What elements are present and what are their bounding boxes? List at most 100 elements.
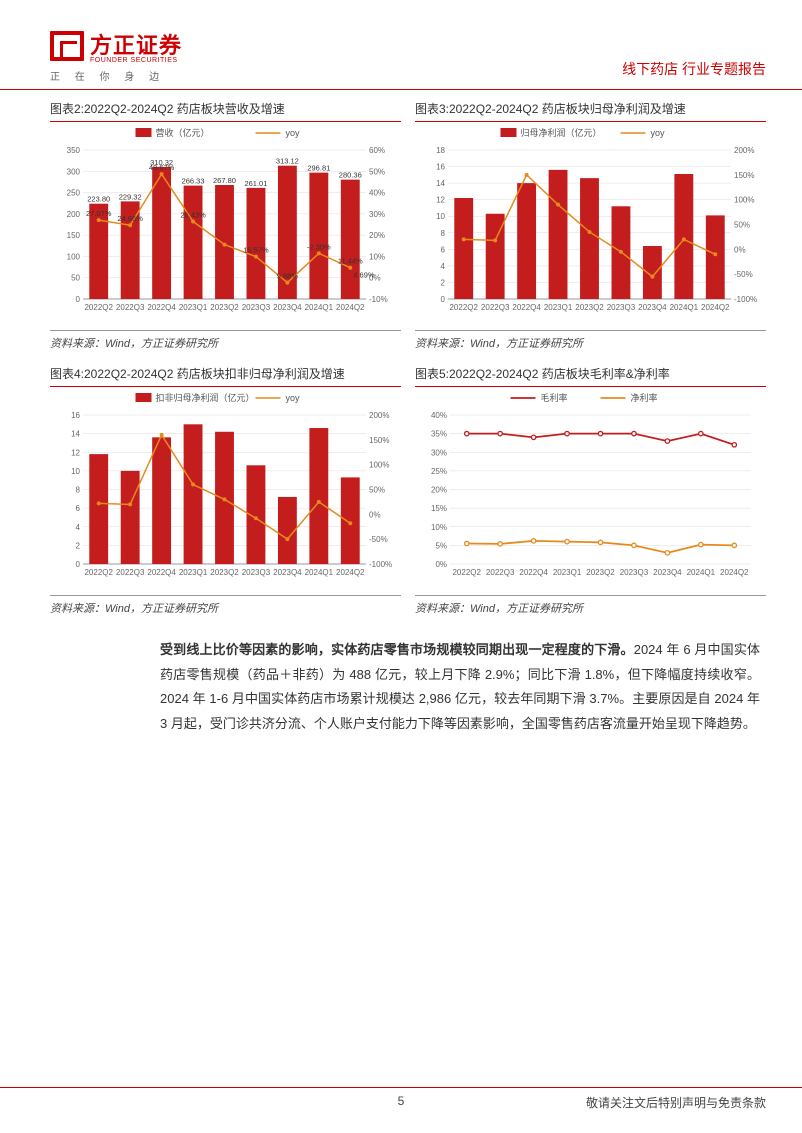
svg-text:16: 16 [436,163,445,172]
svg-text:-100%: -100% [369,560,392,569]
logo-top: 方正证券 FOUNDER SECURITIES [50,28,182,64]
svg-text:2024Q1: 2024Q1 [687,568,716,577]
page-number: 5 [398,1094,405,1108]
chart-2-title: 图表2:2022Q2-2024Q2 药店板块营收及增速 [50,98,401,122]
svg-text:0: 0 [76,295,81,304]
page-footer: 5 敬请关注文后特别声明与免责条款 [0,1087,802,1111]
svg-text:10%: 10% [431,523,447,532]
svg-text:0%: 0% [734,245,746,254]
svg-text:2022Q4: 2022Q4 [512,303,541,312]
svg-text:40%: 40% [431,411,447,420]
svg-text:229.32: 229.32 [119,192,142,201]
svg-text:2023Q2: 2023Q2 [210,303,239,312]
svg-text:2023Q2: 2023Q2 [210,568,239,577]
svg-text:15.57%: 15.57% [243,246,269,255]
svg-text:4.69%: 4.69% [353,271,375,280]
svg-text:14: 14 [436,179,445,188]
svg-text:2022Q4: 2022Q4 [147,568,176,577]
svg-text:-100%: -100% [734,295,757,304]
svg-text:2022Q4: 2022Q4 [519,568,548,577]
svg-text:50%: 50% [734,221,750,230]
svg-text:2022Q2: 2022Q2 [452,568,481,577]
svg-text:20%: 20% [369,231,385,240]
svg-text:0%: 0% [369,510,381,519]
svg-text:350: 350 [67,146,81,155]
svg-text:-50%: -50% [734,270,753,279]
svg-text:归母净利润（亿元）: 归母净利润（亿元） [521,127,602,138]
svg-text:2024Q2: 2024Q2 [336,303,365,312]
svg-text:30%: 30% [431,448,447,457]
svg-text:30%: 30% [369,210,385,219]
svg-text:40%: 40% [369,189,385,198]
svg-text:18: 18 [436,146,445,155]
chart-4: 图表4:2022Q2-2024Q2 药店板块扣非归母净利润及增速 扣非归母净利润… [50,363,401,618]
svg-text:2023Q4: 2023Q4 [273,568,302,577]
svg-text:2023Q3: 2023Q3 [620,568,649,577]
svg-text:2022Q2: 2022Q2 [84,568,113,577]
svg-text:300: 300 [67,167,81,176]
svg-text:2023Q1: 2023Q1 [544,303,573,312]
svg-text:296.81: 296.81 [307,164,330,173]
svg-text:313.12: 313.12 [276,157,299,166]
chart-4-svg: 扣非归母净利润（亿元）yoy0246810121416-100%-50%0%50… [50,387,401,592]
svg-text:2023Q1: 2023Q1 [179,303,208,312]
svg-text:27.07%: 27.07% [86,209,112,218]
svg-text:净利率: 净利率 [631,392,658,403]
svg-text:2: 2 [76,541,81,550]
svg-text:26.43%: 26.43% [180,210,206,219]
svg-text:2024Q2: 2024Q2 [336,568,365,577]
chart-3: 图表3:2022Q2-2024Q2 药店板块归母净利润及增速 归母净利润（亿元）… [415,98,766,353]
svg-text:营收（亿元）: 营收（亿元） [156,127,210,138]
svg-text:0: 0 [441,295,446,304]
svg-text:20%: 20% [431,486,447,495]
svg-text:2024Q1: 2024Q1 [670,303,699,312]
svg-text:yoy: yoy [286,128,301,138]
chart-3-source: 资料来源：Wind，方正证券研究所 [415,330,766,353]
svg-text:223.80: 223.80 [87,195,110,204]
svg-text:2022Q2: 2022Q2 [84,303,113,312]
svg-text:12: 12 [71,448,80,457]
svg-text:60%: 60% [369,146,385,155]
svg-text:250: 250 [67,189,81,198]
chart-5: 图表5:2022Q2-2024Q2 药店板块毛利率&净利率 毛利率净利率0%5%… [415,363,766,618]
svg-text:2024Q1: 2024Q1 [305,303,334,312]
svg-text:2023Q4: 2023Q4 [273,303,302,312]
svg-text:12: 12 [436,196,445,205]
svg-text:2023Q4: 2023Q4 [653,568,682,577]
svg-text:25%: 25% [431,467,447,476]
svg-text:261.01: 261.01 [244,179,267,188]
logo-block: 方正证券 FOUNDER SECURITIES 正 在 你 身 边 [50,28,182,83]
chart-4-title: 图表4:2022Q2-2024Q2 药店板块扣非归母净利润及增速 [50,363,401,387]
svg-text:8: 8 [76,486,81,495]
footer-disclaimer: 敬请关注文后特别声明与免责条款 [586,1094,766,1111]
svg-text:15%: 15% [431,504,447,513]
svg-text:2: 2 [441,278,446,287]
svg-text:10%: 10% [369,252,385,261]
svg-text:100%: 100% [734,196,754,205]
svg-text:9.88%: 9.88% [277,272,299,281]
chart-2: 图表2:2022Q2-2024Q2 药店板块营收及增速 营收（亿元） yoy 0 50… [50,98,401,353]
svg-text:100%: 100% [369,461,389,470]
svg-text:2023Q2: 2023Q2 [575,303,604,312]
company-name-en: FOUNDER SECURITIES [90,57,182,64]
svg-text:2022Q4: 2022Q4 [147,303,176,312]
logo-icon [50,31,84,61]
charts-grid: 图表2:2022Q2-2024Q2 药店板块营收及增速 营收（亿元） yoy 0 50… [0,90,802,618]
svg-text:50%: 50% [369,486,385,495]
svg-text:150%: 150% [734,171,754,180]
svg-text:6: 6 [441,245,446,254]
svg-text:266.33: 266.33 [182,177,205,186]
chart-5-svg: 毛利率净利率0%5%10%15%20%25%30%35%40%2022Q2202… [415,387,766,592]
svg-text:2023Q4: 2023Q4 [638,303,667,312]
chart-4-source: 资料来源：Wind，方正证券研究所 [50,595,401,618]
svg-text:24.66%: 24.66% [117,214,143,223]
svg-text:35%: 35% [431,430,447,439]
svg-text:2024Q2: 2024Q2 [701,303,730,312]
svg-text:2023Q3: 2023Q3 [242,303,271,312]
svg-text:50: 50 [71,274,80,283]
svg-text:6: 6 [76,504,81,513]
svg-text:150: 150 [67,231,81,240]
chart-3-title: 图表3:2022Q2-2024Q2 药店板块归母净利润及增速 [415,98,766,122]
company-slogan: 正 在 你 身 边 [50,68,182,83]
svg-text:200: 200 [67,210,81,219]
